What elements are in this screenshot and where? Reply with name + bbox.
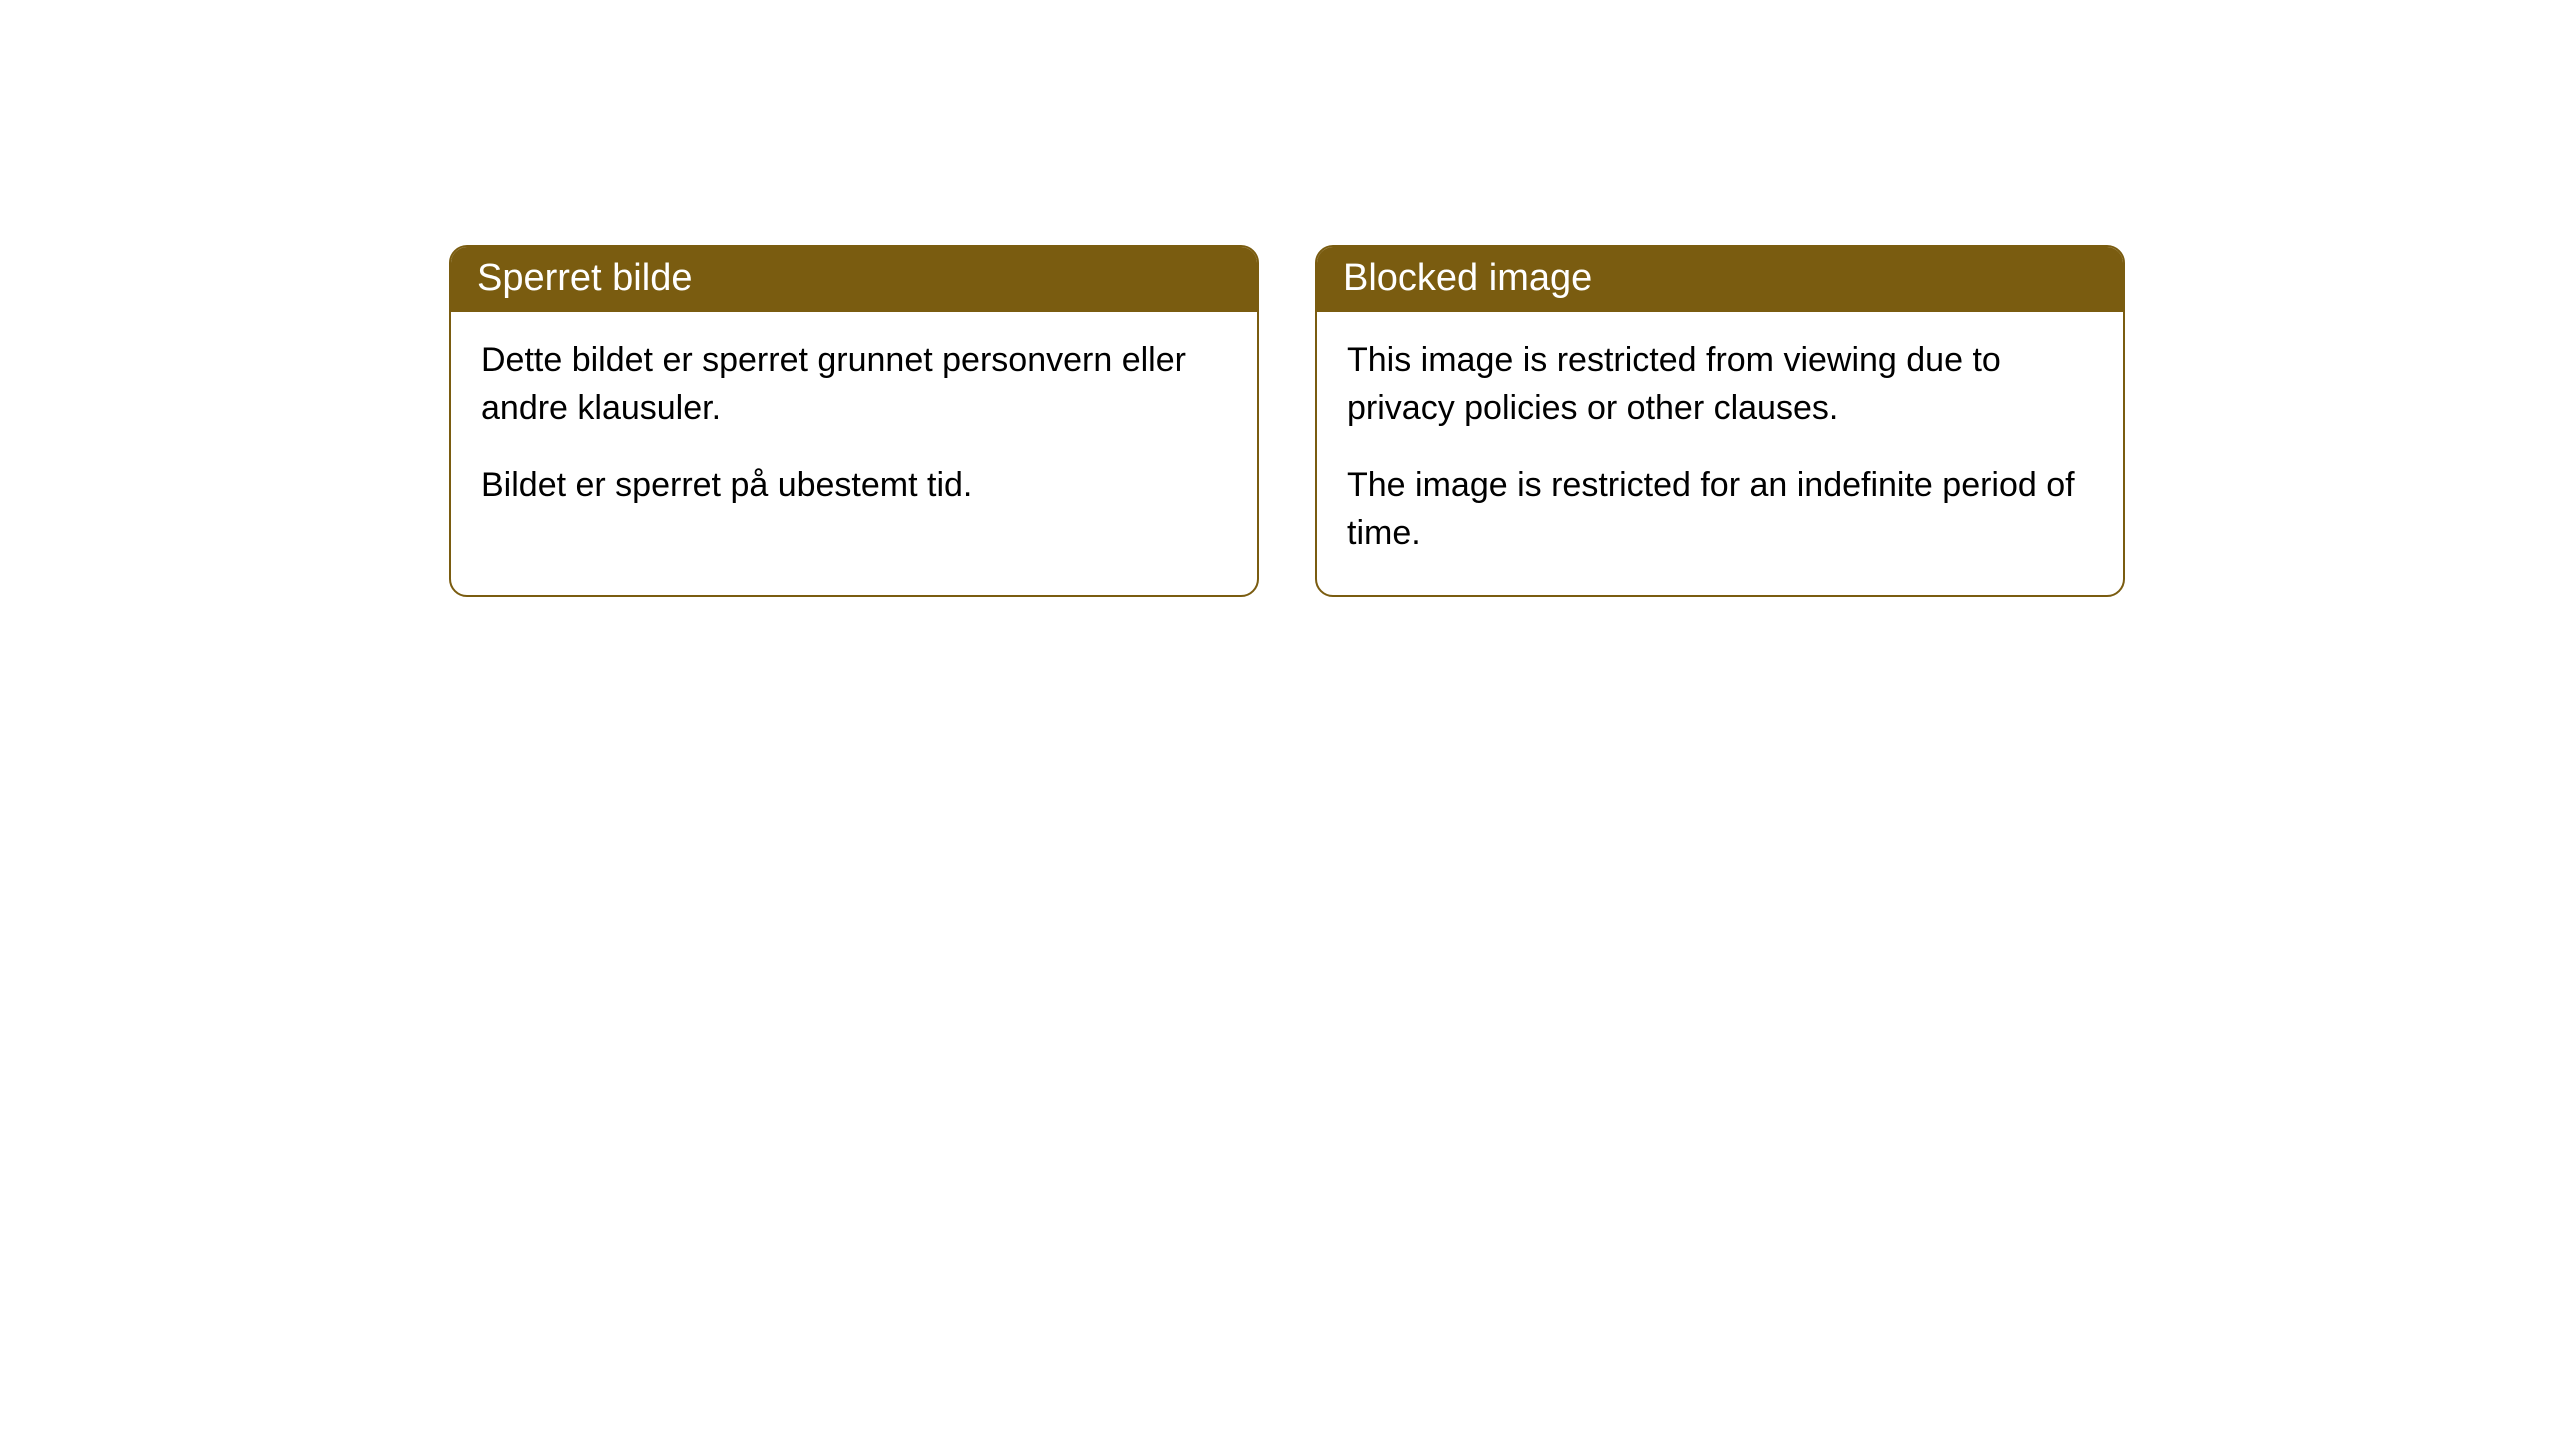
card-paragraph: This image is restricted from viewing du… xyxy=(1347,336,2093,433)
card-paragraph: Dette bildet er sperret grunnet personve… xyxy=(481,336,1227,433)
blocked-image-card-no: Sperret bilde Dette bildet er sperret gr… xyxy=(449,245,1259,597)
cards-container: Sperret bilde Dette bildet er sperret gr… xyxy=(449,245,2125,597)
card-body-no: Dette bildet er sperret grunnet personve… xyxy=(451,312,1257,547)
blocked-image-card-en: Blocked image This image is restricted f… xyxy=(1315,245,2125,597)
card-header-no: Sperret bilde xyxy=(451,247,1257,312)
card-header-en: Blocked image xyxy=(1317,247,2123,312)
card-paragraph: Bildet er sperret på ubestemt tid. xyxy=(481,461,1227,509)
card-paragraph: The image is restricted for an indefinit… xyxy=(1347,461,2093,558)
card-body-en: This image is restricted from viewing du… xyxy=(1317,312,2123,595)
